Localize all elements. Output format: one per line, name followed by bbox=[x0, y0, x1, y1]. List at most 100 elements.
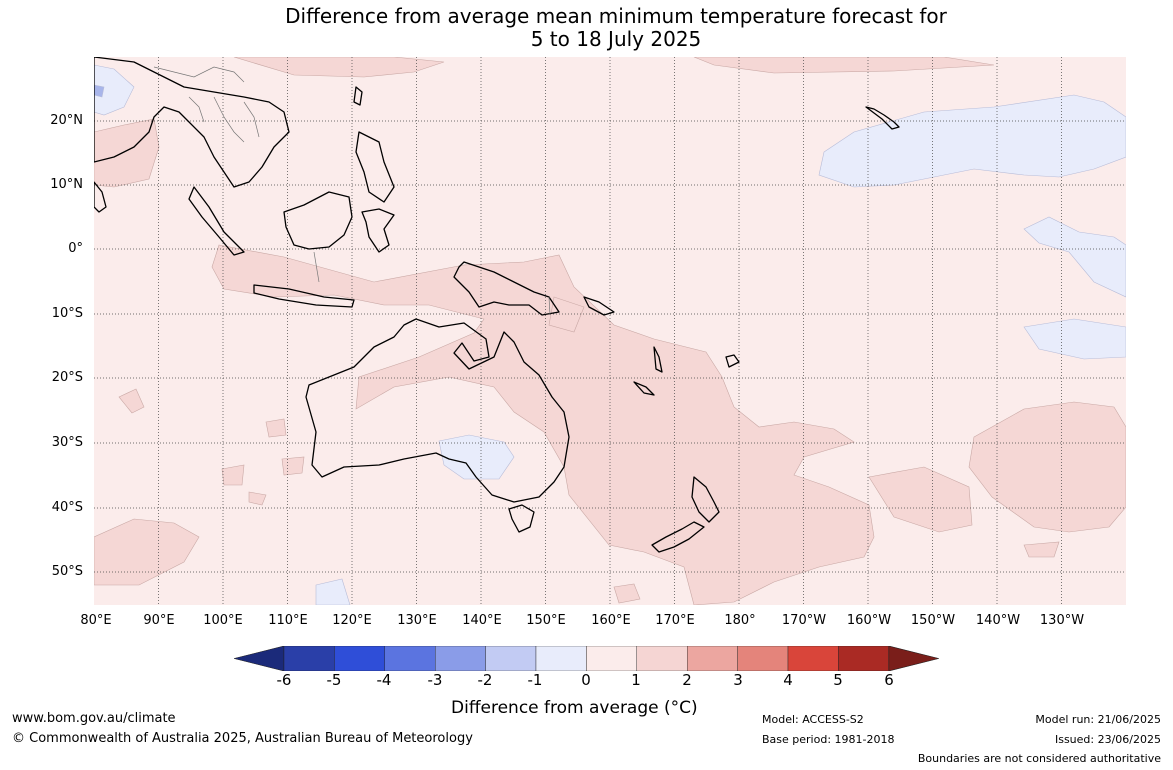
lon-label: 170°E bbox=[655, 613, 695, 628]
warm-anomaly-region bbox=[281, 456, 305, 476]
coastline-vanuatu bbox=[653, 346, 663, 373]
colorbar-extend-high bbox=[888, 646, 939, 671]
lon-label: 130°E bbox=[397, 613, 437, 628]
lon-label: 150°E bbox=[526, 613, 566, 628]
lon-label: 80°E bbox=[80, 613, 112, 628]
colorbar-segment bbox=[687, 646, 738, 671]
footer-issued: Issued: 23/06/2025 bbox=[1054, 733, 1161, 746]
warm-anomaly-region bbox=[968, 401, 1126, 533]
colorbar-legend bbox=[234, 646, 939, 671]
lon-label: 160°W bbox=[846, 613, 892, 628]
colorbar-extend-low bbox=[234, 646, 285, 671]
coastline-new-zealand-north bbox=[691, 476, 720, 523]
footer-url: www.bom.gov.au/climate bbox=[12, 711, 176, 726]
cool-anomaly-region bbox=[94, 64, 135, 116]
colorbar-tick: -2 bbox=[477, 671, 493, 689]
coastline-sumatra bbox=[188, 186, 245, 256]
colorbar-segment bbox=[586, 646, 637, 671]
colorbar-tick: -1 bbox=[527, 671, 543, 689]
lon-label: 90°E bbox=[143, 613, 175, 628]
footer-boundaries-note: Boundaries are not considered authoritat… bbox=[917, 752, 1161, 765]
colorbar-segment bbox=[434, 646, 486, 671]
footer-model: Model: ACCESS-S2 bbox=[762, 713, 864, 726]
coastline-solomon-islands bbox=[583, 296, 615, 316]
coastline-fiji bbox=[725, 354, 740, 368]
footer-copyright: © Commonwealth of Australia 2025, Austra… bbox=[12, 731, 473, 746]
cool-anomaly-region bbox=[1023, 318, 1126, 360]
colorbar-title: Difference from average (°C) bbox=[451, 698, 698, 718]
coastline-philippines bbox=[355, 131, 395, 203]
coastline-asia bbox=[94, 57, 290, 188]
lon-label: 170°W bbox=[781, 613, 827, 628]
cool-anomaly-region bbox=[94, 84, 105, 98]
coastline-new-zealand-south bbox=[651, 521, 705, 553]
coastline-taiwan bbox=[353, 86, 363, 106]
lon-label: 140°E bbox=[462, 613, 502, 628]
warm-anomaly-region bbox=[1023, 541, 1060, 558]
colorbar-segment bbox=[283, 646, 335, 671]
country-borders bbox=[153, 66, 551, 316]
footer-base-period: Base period: 1981-2018 bbox=[762, 733, 895, 746]
colorbar-tick: 4 bbox=[783, 671, 793, 689]
lat-label: 10°S bbox=[51, 306, 83, 321]
warm-anomaly-region bbox=[94, 518, 200, 586]
colorbar-tick: 6 bbox=[884, 671, 894, 689]
colorbar-segment bbox=[535, 646, 587, 671]
cool-anomaly-region bbox=[818, 94, 1126, 188]
map-subtitle-dates: 5 to 18 July 2025 bbox=[530, 27, 702, 51]
lon-label: 110°E bbox=[268, 613, 308, 628]
lat-label: 10°N bbox=[50, 177, 83, 192]
colorbar-tick: 3 bbox=[733, 671, 743, 689]
warm-anomaly-region bbox=[248, 491, 267, 506]
lat-label: 20°S bbox=[51, 370, 83, 385]
lon-label: 180° bbox=[724, 613, 756, 628]
coastline-sri-lanka-india bbox=[94, 181, 107, 213]
lat-label: 0° bbox=[68, 241, 83, 256]
footer-model-run: Model run: 21/06/2025 bbox=[1035, 713, 1161, 726]
graticule bbox=[94, 57, 1126, 605]
colorbar-segment bbox=[787, 646, 839, 671]
warm-anomaly-region bbox=[221, 464, 245, 486]
map-title: Difference from average mean minimum tem… bbox=[285, 4, 947, 28]
colorbar-tick: -3 bbox=[427, 671, 443, 689]
warm-anomaly-region bbox=[211, 244, 875, 605]
lon-label: 130°W bbox=[1039, 613, 1085, 628]
lon-label: 120°E bbox=[332, 613, 372, 628]
lon-label: 160°E bbox=[591, 613, 631, 628]
warm-anomaly-region bbox=[233, 57, 445, 78]
warm-anomaly-region bbox=[693, 57, 995, 74]
lon-label: 150°W bbox=[910, 613, 956, 628]
colorbar-tick: 2 bbox=[682, 671, 692, 689]
colorbar-segment bbox=[334, 646, 386, 671]
coastline-new-guinea bbox=[453, 261, 560, 316]
lon-label: 140°W bbox=[975, 613, 1021, 628]
colorbar-tick: 1 bbox=[631, 671, 641, 689]
coastline-tasmania bbox=[508, 504, 535, 533]
warm-anomaly-region bbox=[548, 296, 585, 333]
coastline-new-caledonia bbox=[633, 381, 655, 396]
warm-anomaly-region bbox=[613, 583, 641, 604]
colorbar-segment bbox=[485, 646, 537, 671]
coastline-java bbox=[253, 284, 355, 308]
warm-anomaly-region bbox=[118, 388, 145, 414]
colorbar-segment bbox=[636, 646, 688, 671]
lat-label: 40°S bbox=[51, 500, 83, 515]
coastline-borneo bbox=[283, 191, 353, 250]
cool-anomaly-region bbox=[1023, 216, 1126, 298]
warm-anomaly-region bbox=[868, 466, 973, 533]
map-canvas bbox=[94, 57, 1126, 605]
colorbar-tick: 0 bbox=[581, 671, 591, 689]
cool-anomaly-region bbox=[438, 434, 515, 480]
cool-anomaly-region bbox=[315, 578, 351, 605]
colorbar-tick: -6 bbox=[276, 671, 292, 689]
forecast-map bbox=[94, 57, 1126, 605]
coastline-sulawesi bbox=[361, 208, 395, 253]
coastline-hawaii bbox=[865, 106, 900, 130]
warm-anomaly-region bbox=[265, 418, 287, 438]
lat-label: 50°S bbox=[51, 564, 83, 579]
lat-label: 20°N bbox=[50, 113, 83, 128]
coastlines bbox=[94, 57, 900, 553]
colorbar-tick: -4 bbox=[376, 671, 392, 689]
lon-label: 100°E bbox=[203, 613, 243, 628]
colorbar-segment bbox=[384, 646, 436, 671]
